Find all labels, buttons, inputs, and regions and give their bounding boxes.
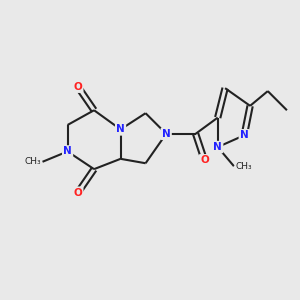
Text: N: N bbox=[213, 142, 222, 152]
Text: CH₃: CH₃ bbox=[236, 162, 252, 171]
Text: O: O bbox=[74, 188, 82, 198]
Text: N: N bbox=[63, 146, 72, 157]
Text: CH₃: CH₃ bbox=[24, 157, 41, 166]
Text: N: N bbox=[116, 124, 125, 134]
Text: O: O bbox=[200, 155, 209, 165]
Text: O: O bbox=[74, 82, 82, 92]
Text: N: N bbox=[162, 129, 171, 139]
Text: N: N bbox=[240, 130, 249, 140]
